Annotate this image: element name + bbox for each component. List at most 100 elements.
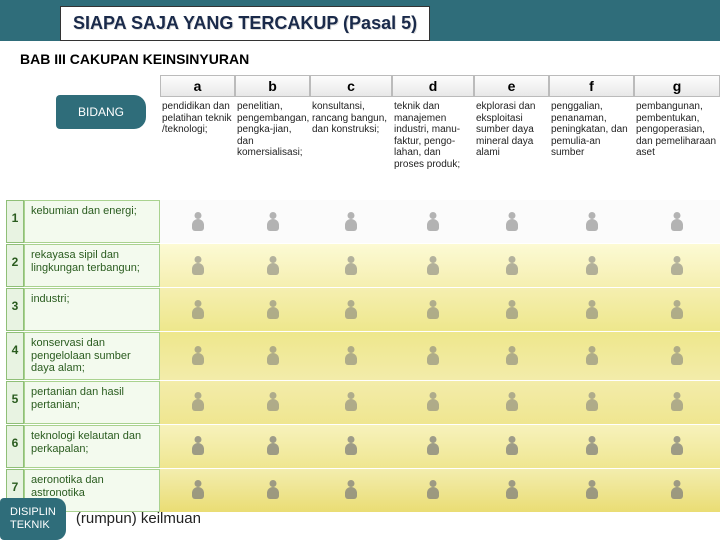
person-icon [426, 346, 440, 366]
col-header: a [160, 75, 235, 97]
matrix-cell [160, 244, 235, 287]
person-icon [670, 436, 684, 456]
person-icon [266, 212, 280, 232]
matrix-cell [310, 288, 392, 331]
person-icon [670, 212, 684, 232]
matrix-cell [392, 425, 474, 468]
column-descriptions: pendidikan dan pelatihan teknik /teknolo… [160, 99, 720, 199]
matrix-cell [392, 244, 474, 287]
matrix-cell [160, 200, 235, 243]
row-cells [160, 381, 720, 424]
col-desc: penggalian, penanaman, peningkatan, dan … [549, 99, 634, 199]
matrix-cell [634, 200, 720, 243]
row-cells [160, 332, 720, 380]
person-icon [585, 392, 599, 412]
matrix-cell [310, 381, 392, 424]
person-icon [426, 256, 440, 276]
person-icon [585, 300, 599, 320]
row-label: industri; [24, 288, 160, 331]
person-icon [191, 392, 205, 412]
person-icon [670, 300, 684, 320]
matrix-cell [392, 288, 474, 331]
page-title: SIAPA SAJA YANG TERCAKUP (Pasal 5) [60, 6, 430, 41]
row-number: 1 [6, 200, 24, 243]
row-label: kebumian dan energi; [24, 200, 160, 243]
row-label: pertanian dan hasil pertanian; [24, 381, 160, 424]
col-desc: ekplorasi dan eksploitasi sumber daya mi… [474, 99, 549, 199]
person-icon [266, 256, 280, 276]
row-number: 4 [6, 332, 24, 380]
table-row: 5pertanian dan hasil pertanian; [6, 380, 720, 424]
col-desc: teknik dan manajemen industri, manu-fakt… [392, 99, 474, 199]
person-icon [344, 392, 358, 412]
person-icon [426, 300, 440, 320]
matrix-cell [392, 200, 474, 243]
footer: DISIPLINTEKNIK (rumpun) keilmuan [0, 498, 720, 540]
matrix-cell [160, 425, 235, 468]
person-icon [505, 346, 519, 366]
col-header: b [235, 75, 310, 97]
matrix-cell [634, 244, 720, 287]
matrix-cell [474, 381, 549, 424]
table-row: 2rekayasa sipil dan lingkungan terbangun… [6, 243, 720, 287]
matrix-cell [235, 244, 310, 287]
person-icon [585, 256, 599, 276]
matrix-cell [310, 200, 392, 243]
footer-text: (rumpun) keilmuan [66, 510, 201, 527]
person-icon [191, 346, 205, 366]
person-icon [670, 256, 684, 276]
person-icon [191, 436, 205, 456]
person-icon [344, 346, 358, 366]
matrix-cell [235, 425, 310, 468]
person-icon [266, 392, 280, 412]
row-cells [160, 288, 720, 331]
col-header: g [634, 75, 720, 97]
person-icon [505, 212, 519, 232]
matrix-cell [549, 332, 634, 380]
col-desc: pembangunan, pembentukan, pengoperasian,… [634, 99, 720, 199]
matrix-cell [160, 332, 235, 380]
person-icon [344, 256, 358, 276]
col-header: d [392, 75, 474, 97]
matrix-cell [235, 381, 310, 424]
person-icon [344, 212, 358, 232]
person-icon [191, 256, 205, 276]
person-icon [585, 212, 599, 232]
matrix-cell [474, 244, 549, 287]
matrix-cell [160, 381, 235, 424]
bidang-tab: BIDANG [56, 95, 146, 129]
person-icon [191, 212, 205, 232]
matrix-rows: 1kebumian dan energi;2rekayasa sipil dan… [6, 199, 720, 512]
person-icon [191, 300, 205, 320]
matrix-cell [160, 288, 235, 331]
person-icon [505, 300, 519, 320]
matrix-cell [474, 288, 549, 331]
person-icon [426, 212, 440, 232]
column-headers: a b c d e f g [160, 75, 720, 97]
col-desc: penelitian, pengembangan, pengka-jian, d… [235, 99, 310, 199]
table-row: 3industri; [6, 287, 720, 331]
table-row: 1kebumian dan energi; [6, 199, 720, 243]
matrix-cell [392, 381, 474, 424]
person-icon [505, 436, 519, 456]
person-icon [505, 256, 519, 276]
matrix-cell [474, 425, 549, 468]
col-header: e [474, 75, 549, 97]
person-icon [344, 300, 358, 320]
matrix-cell [634, 381, 720, 424]
row-number: 2 [6, 244, 24, 287]
person-icon [344, 436, 358, 456]
table-row: 6teknologi kelautan dan perkapalan; [6, 424, 720, 468]
matrix-cell [549, 200, 634, 243]
col-header: c [310, 75, 392, 97]
matrix-cell [549, 381, 634, 424]
matrix-cell [310, 244, 392, 287]
person-icon [266, 300, 280, 320]
title-bar: SIAPA SAJA YANG TERCAKUP (Pasal 5) [0, 0, 720, 41]
person-icon [585, 346, 599, 366]
matrix-cell [549, 425, 634, 468]
person-icon [426, 392, 440, 412]
person-icon [266, 436, 280, 456]
person-icon [266, 346, 280, 366]
row-label: konservasi dan pengelolaan sumber daya a… [24, 332, 160, 380]
